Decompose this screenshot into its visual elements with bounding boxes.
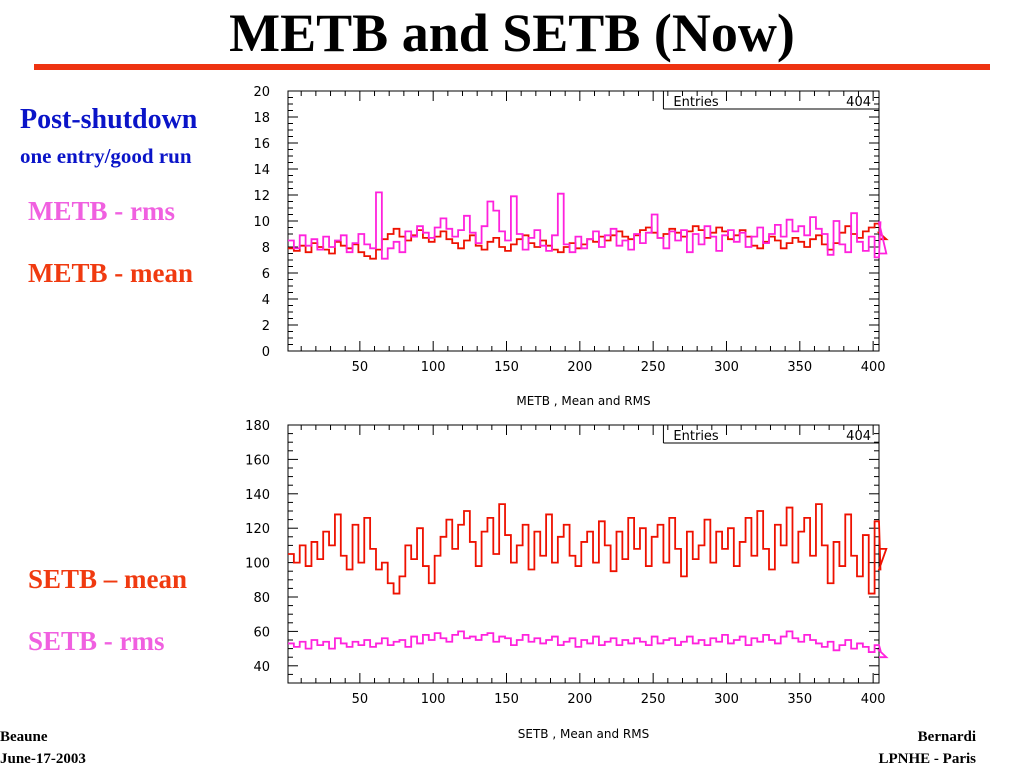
slide-title: METB and SETB (Now) xyxy=(229,3,795,63)
y-tick-label: 20 xyxy=(253,85,270,100)
x-tick-label: 250 xyxy=(641,360,666,375)
x-tick-label: 50 xyxy=(352,692,369,707)
x-axis-label: METB , Mean and RMS xyxy=(516,394,650,408)
stats-entries-label: Entries xyxy=(673,95,719,110)
x-tick-label: 100 xyxy=(421,692,446,707)
x-tick-label: 300 xyxy=(714,360,739,375)
x-tick-label: 400 xyxy=(861,692,886,707)
y-tick-label: 8 xyxy=(262,241,270,256)
y-tick-label: 60 xyxy=(253,625,270,640)
footer-left: Beaune June-17-2003 xyxy=(0,726,86,770)
title-underline xyxy=(34,64,990,70)
x-tick-label: 50 xyxy=(352,360,369,375)
y-tick-label: 120 xyxy=(245,522,270,537)
x-tick-label: 350 xyxy=(787,692,812,707)
series-line-mean xyxy=(288,503,888,595)
setb-mean-label: SETB – mean xyxy=(28,564,188,594)
y-tick-label: 2 xyxy=(262,319,270,334)
series-line-rms xyxy=(288,630,889,659)
y-tick-label: 140 xyxy=(245,488,270,503)
metb-rms-label: METB - rms xyxy=(28,196,175,226)
post-shutdown-label: Post-shutdown xyxy=(20,104,198,135)
x-tick-label: 150 xyxy=(494,692,519,707)
x-tick-label: 150 xyxy=(494,360,519,375)
x-tick-label: 200 xyxy=(567,692,592,707)
x-tick-label: 250 xyxy=(641,692,666,707)
y-tick-label: 160 xyxy=(245,453,270,468)
y-tick-label: 80 xyxy=(253,591,270,606)
y-tick-label: 18 xyxy=(253,111,270,126)
y-tick-label: 12 xyxy=(253,189,270,204)
x-axis-label: SETB , Mean and RMS xyxy=(518,727,649,741)
footer-location: Beaune xyxy=(0,729,48,745)
x-tick-label: 300 xyxy=(714,692,739,707)
setb-rms-label: SETB - rms xyxy=(28,626,165,656)
stats-entries-value: 404 xyxy=(846,429,871,444)
stats-entries-value: 404 xyxy=(846,95,871,110)
metb-mean-label: METB - mean xyxy=(28,258,193,288)
y-tick-label: 4 xyxy=(262,293,270,308)
one-entry-label: one entry/good run xyxy=(20,144,192,168)
series-line-rms xyxy=(288,191,888,260)
y-tick-label: 100 xyxy=(245,557,270,572)
y-tick-label: 10 xyxy=(253,215,270,230)
x-tick-label: 350 xyxy=(787,360,812,375)
y-tick-label: 40 xyxy=(253,660,270,675)
x-tick-label: 100 xyxy=(421,360,446,375)
x-tick-label: 400 xyxy=(861,360,886,375)
y-tick-label: 14 xyxy=(253,163,270,178)
footer-affiliation: LPNHE - Paris xyxy=(878,751,977,767)
y-tick-label: 180 xyxy=(245,419,270,434)
footer-date: June-17-2003 xyxy=(0,751,86,767)
footer-author: Bernardi xyxy=(917,729,976,745)
y-tick-label: 0 xyxy=(262,345,270,360)
x-tick-label: 200 xyxy=(567,360,592,375)
stats-entries-label: Entries xyxy=(673,429,719,444)
y-tick-label: 6 xyxy=(262,267,270,282)
y-tick-label: 16 xyxy=(253,137,270,152)
footer-right: Bernardi LPNHE - Paris xyxy=(879,726,977,770)
